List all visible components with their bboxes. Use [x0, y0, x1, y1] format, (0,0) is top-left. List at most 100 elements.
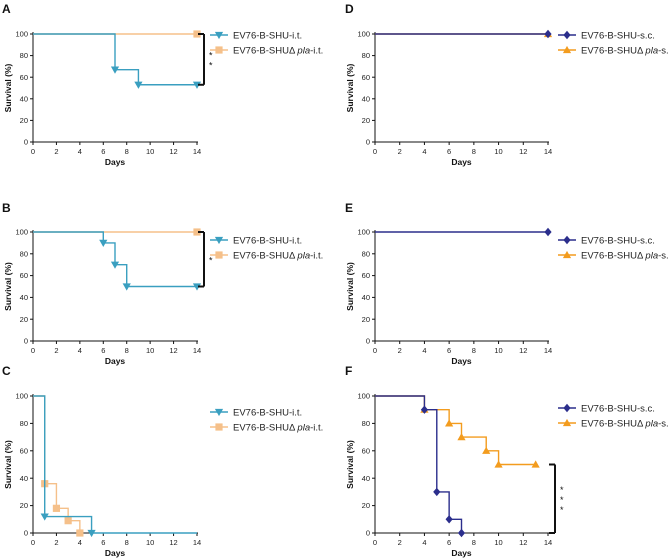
data-point [76, 529, 84, 537]
significance-label: * * * [560, 485, 564, 515]
x-tick-label: 4 [422, 147, 426, 156]
legend-marker [562, 418, 572, 427]
legend-entry: EV76-B-SHUΔ pla-s.c. [581, 250, 669, 261]
data-point [134, 81, 143, 89]
legend-marker [214, 408, 224, 417]
legend-marker [214, 236, 224, 245]
x-tick-label: 8 [125, 147, 129, 156]
panel-label: E [345, 201, 353, 215]
x-tick-label: 12 [519, 346, 527, 355]
y-tick-label: 60 [20, 73, 28, 82]
y-tick-label: 80 [362, 419, 370, 428]
y-tick-label: 100 [15, 392, 28, 401]
y-tick-label: 0 [366, 529, 370, 538]
y-tick-label: 20 [362, 315, 370, 324]
x-tick-label: 10 [494, 147, 502, 156]
x-tick-label: 2 [54, 147, 58, 156]
data-point [433, 487, 441, 497]
panel-a: A 0 2 4 6 8 10 12 14 0 20 40 60 80 100 Days Survival (%)… [2, 2, 323, 167]
data-point [110, 261, 120, 269]
y-tick-label: 40 [20, 94, 28, 103]
x-tick-label: 2 [398, 346, 402, 355]
x-tick-label: 12 [169, 346, 177, 355]
data-point [193, 30, 201, 38]
x-tick-label: 0 [373, 538, 377, 547]
panel-label: D [345, 2, 354, 16]
data-point [40, 513, 49, 521]
y-tick-label: 100 [357, 228, 370, 237]
x-axis-title: Days [451, 548, 472, 558]
y-tick-label: 20 [362, 116, 370, 125]
y-tick-label: 0 [24, 337, 28, 346]
data-point [494, 460, 503, 468]
y-tick-label: 0 [366, 138, 370, 147]
y-tick-label: 0 [366, 337, 370, 346]
data-point [193, 228, 201, 236]
series-line [33, 231, 197, 288]
y-axis-title: Survival (%) [3, 64, 13, 113]
data-point [52, 504, 61, 512]
x-tick-label: 10 [146, 346, 154, 355]
significance-label: * [209, 255, 213, 265]
legend-entry: EV76-B-SHUΔ pla-i.t. [233, 250, 323, 261]
y-tick-label: 100 [357, 30, 370, 39]
x-tick-label: 6 [101, 538, 105, 547]
legend-entry: EV76-B-SHU-s.c. [581, 235, 655, 246]
y-tick-label: 80 [362, 51, 370, 60]
y-tick-label: 20 [362, 501, 370, 510]
x-tick-label: 2 [398, 147, 402, 156]
x-tick-label: 2 [54, 538, 58, 547]
x-tick-label: 6 [101, 147, 105, 156]
y-tick-label: 100 [15, 228, 28, 237]
legend-marker [214, 31, 224, 40]
x-tick-label: 14 [193, 538, 201, 547]
x-tick-label: 14 [544, 147, 552, 156]
legend-entry: EV76-B-SHUΔ pla-i.t. [233, 422, 323, 433]
legend-entry: EV76-B-SHUΔ pla-s.c. [581, 45, 669, 56]
legend-entry: EV76-B-SHU-i.t. [233, 235, 302, 246]
legend-marker [215, 423, 223, 431]
panel-c: C 0 2 4 6 8 10 12 14 0 20 40 60 80 100 Days Survival (%)… [2, 364, 323, 558]
x-tick-label: 14 [193, 346, 201, 355]
y-tick-label: 40 [362, 94, 370, 103]
data-point [99, 239, 108, 247]
x-tick-label: 2 [398, 538, 402, 547]
x-tick-label: 12 [169, 147, 177, 156]
data-point [482, 446, 491, 454]
data-point [544, 227, 552, 237]
y-tick-label: 60 [362, 446, 370, 455]
panel-label: B [2, 201, 11, 215]
x-tick-label: 14 [193, 147, 201, 156]
x-tick-label: 0 [31, 147, 35, 156]
y-tick-label: 60 [20, 271, 28, 280]
y-tick-label: 20 [20, 315, 28, 324]
data-point [64, 517, 72, 525]
x-tick-label: 0 [373, 346, 377, 355]
y-axis-title: Survival (%) [345, 440, 355, 489]
x-tick-label: 6 [447, 346, 451, 355]
y-tick-label: 80 [362, 249, 370, 258]
data-point [192, 81, 202, 89]
x-tick-label: 12 [519, 147, 527, 156]
x-axis-title: Days [105, 356, 126, 366]
y-tick-label: 40 [362, 474, 370, 483]
x-tick-label: 12 [169, 538, 177, 547]
x-axis-title: Days [105, 548, 126, 558]
y-tick-label: 60 [20, 446, 28, 455]
legend-marker [563, 235, 571, 245]
data-point [87, 529, 96, 538]
panel-label: C [2, 364, 11, 378]
x-tick-label: 8 [125, 346, 129, 355]
y-tick-label: 0 [24, 529, 28, 538]
x-tick-label: 4 [78, 346, 82, 355]
legend-marker [563, 30, 571, 40]
x-tick-label: 10 [494, 538, 502, 547]
data-point [445, 515, 453, 524]
legend-entry: EV76-B-SHU-i.t. [233, 30, 302, 41]
legend-entry: EV76-B-SHU-s.c. [581, 403, 655, 414]
x-axis-title: Days [105, 157, 126, 167]
data-point [457, 528, 466, 538]
y-tick-label: 60 [362, 73, 370, 82]
y-tick-label: 100 [357, 392, 370, 401]
